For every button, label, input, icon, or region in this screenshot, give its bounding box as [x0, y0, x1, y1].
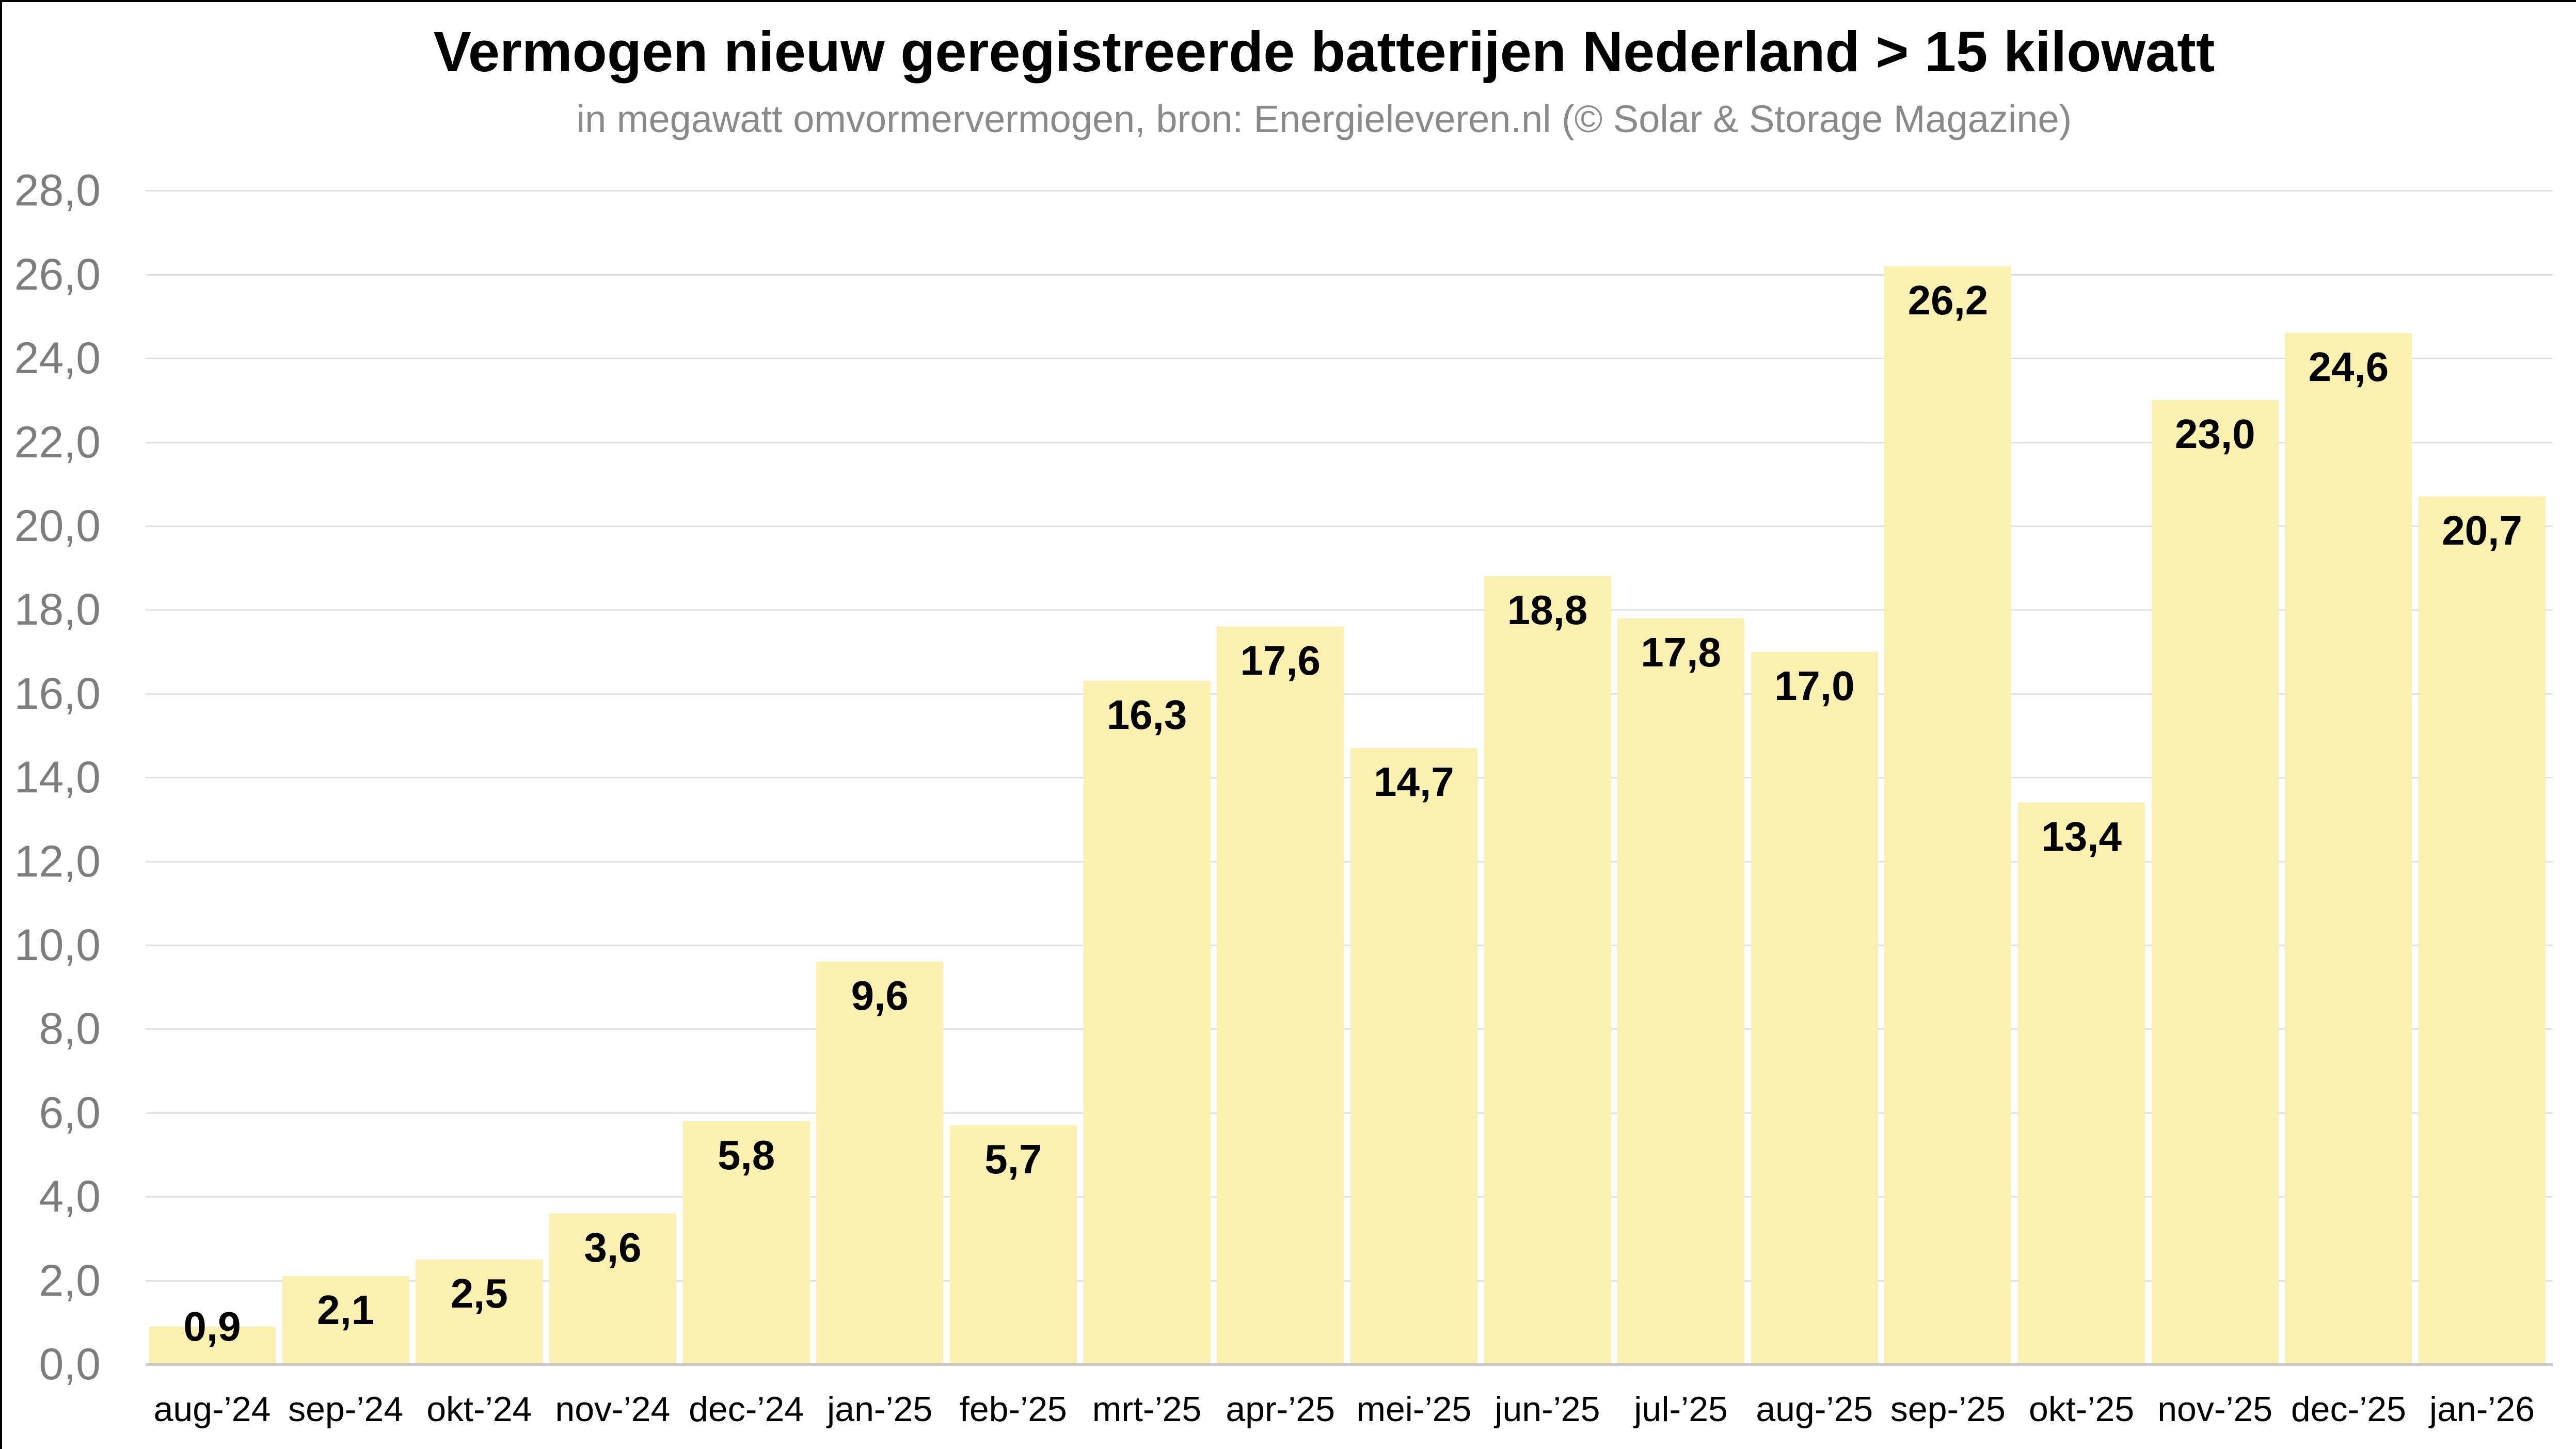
x-axis-tick-label: mrt-’25: [1092, 1390, 1202, 1429]
gridline: [146, 1280, 2553, 1282]
bar-value-label: 20,7: [2442, 507, 2522, 554]
bar: [1617, 618, 1745, 1364]
y-axis-tick-label: 0,0: [39, 1340, 101, 1389]
bar-value-label: 17,0: [1774, 662, 1855, 709]
y-axis-tick-label: 6,0: [39, 1088, 101, 1138]
bar-value-label: 9,6: [851, 973, 909, 1019]
y-axis-tick-label: 2,0: [39, 1255, 101, 1305]
bar-value-label: 16,3: [1106, 692, 1187, 738]
bar-value-label: 2,1: [317, 1287, 375, 1333]
x-axis-tick-label: sep-’25: [1890, 1390, 2006, 1429]
bar: [416, 1260, 543, 1364]
x-axis-tick-label: okt-’24: [426, 1390, 532, 1429]
gridline: [146, 861, 2553, 863]
y-axis-tick-label: 16,0: [14, 668, 101, 719]
x-axis-tick-label: jun-’25: [1494, 1390, 1600, 1429]
gridline: [146, 526, 2553, 527]
gridline: [146, 609, 2553, 611]
y-axis-tick-label: 12,0: [14, 836, 101, 886]
y-axis-tick-label: 14,0: [14, 753, 101, 803]
bar: [1751, 651, 1878, 1364]
gridline: [146, 190, 2553, 192]
bar: [149, 1326, 276, 1364]
x-axis-tick-label: aug-’24: [153, 1390, 271, 1429]
bar: [2419, 497, 2546, 1364]
bar-value-label: 14,7: [1373, 759, 1454, 805]
y-axis-tick-label: 26,0: [14, 249, 101, 299]
y-axis-tick-label: 28,0: [14, 166, 101, 216]
bar-value-label: 5,7: [984, 1136, 1042, 1183]
bar: [949, 1125, 1077, 1364]
bar-value-label: 23,0: [2174, 411, 2255, 457]
x-axis-tick-label: feb-’25: [959, 1390, 1067, 1429]
bar: [1484, 576, 1611, 1364]
x-axis-tick-label: mei-’25: [1356, 1390, 1472, 1429]
chart-subtitle: in megawatt omvormervermogen, bron: Ener…: [576, 98, 2072, 140]
y-axis-tick-label: 18,0: [14, 585, 101, 635]
x-axis-tick-label: sep-’24: [288, 1390, 404, 1429]
bar-value-label: 13,4: [2041, 813, 2122, 859]
gridline: [146, 274, 2553, 276]
y-axis-tick-label: 4,0: [39, 1172, 101, 1222]
bar: [2151, 400, 2279, 1364]
gridline: [146, 945, 2553, 946]
gridline: [146, 693, 2553, 695]
bar: [282, 1276, 409, 1364]
bar: [816, 962, 944, 1364]
x-axis-tick-label: jul-’25: [1634, 1390, 1728, 1429]
x-axis-tick-label: nov-’24: [555, 1390, 671, 1429]
y-axis-tick-label: 8,0: [39, 1004, 101, 1054]
bar: [682, 1121, 810, 1364]
bar-value-label: 0,9: [183, 1303, 241, 1349]
x-axis-tick-label: jan-’25: [827, 1390, 933, 1429]
gridline: [146, 1028, 2553, 1030]
bar: [1217, 626, 1344, 1364]
page-border-left: [0, 0, 2, 1449]
gridline: [146, 777, 2553, 779]
x-axis-tick-label: nov-’25: [2157, 1390, 2273, 1429]
page-border-top: [0, 0, 2576, 2]
x-axis-tick-label: aug-’25: [1756, 1390, 1873, 1429]
bar-value-label: 17,6: [1240, 637, 1321, 683]
bar-value-label: 5,8: [717, 1132, 775, 1179]
gridline: [146, 358, 2553, 360]
x-axis-tick-label: dec-’24: [689, 1390, 804, 1429]
x-axis-tick-label: dec-’25: [2291, 1390, 2406, 1429]
bar-value-label: 3,6: [584, 1224, 642, 1270]
y-axis-tick-label: 24,0: [14, 333, 101, 384]
bar-value-label: 2,5: [450, 1270, 508, 1316]
chart-title: Vermogen nieuw geregistreerde batterijen…: [433, 20, 2215, 84]
y-axis-tick-label: 22,0: [14, 417, 101, 467]
x-axis-tick-label: okt-’25: [2029, 1390, 2135, 1429]
gridline: [146, 1112, 2553, 1114]
gridline: [146, 1196, 2553, 1198]
x-axis-line: [146, 1363, 2553, 1366]
x-axis-tick-label: jan-’26: [2429, 1390, 2535, 1429]
bar: [2018, 802, 2145, 1364]
y-axis-tick-label: 20,0: [14, 501, 101, 551]
y-axis-tick-label: 10,0: [14, 920, 101, 970]
x-axis-tick-label: apr-’25: [1226, 1390, 1335, 1429]
bar-value-label: 18,8: [1507, 587, 1588, 633]
bar: [1083, 681, 1211, 1364]
bar: [1884, 266, 2012, 1364]
bar: [2285, 333, 2412, 1364]
bar-value-label: 24,6: [2308, 344, 2389, 390]
bar-value-label: 26,2: [1907, 277, 1989, 323]
bar-value-label: 17,8: [1641, 629, 1721, 675]
gridline: [146, 441, 2553, 443]
bar: [549, 1213, 676, 1364]
bar: [1350, 748, 1477, 1364]
